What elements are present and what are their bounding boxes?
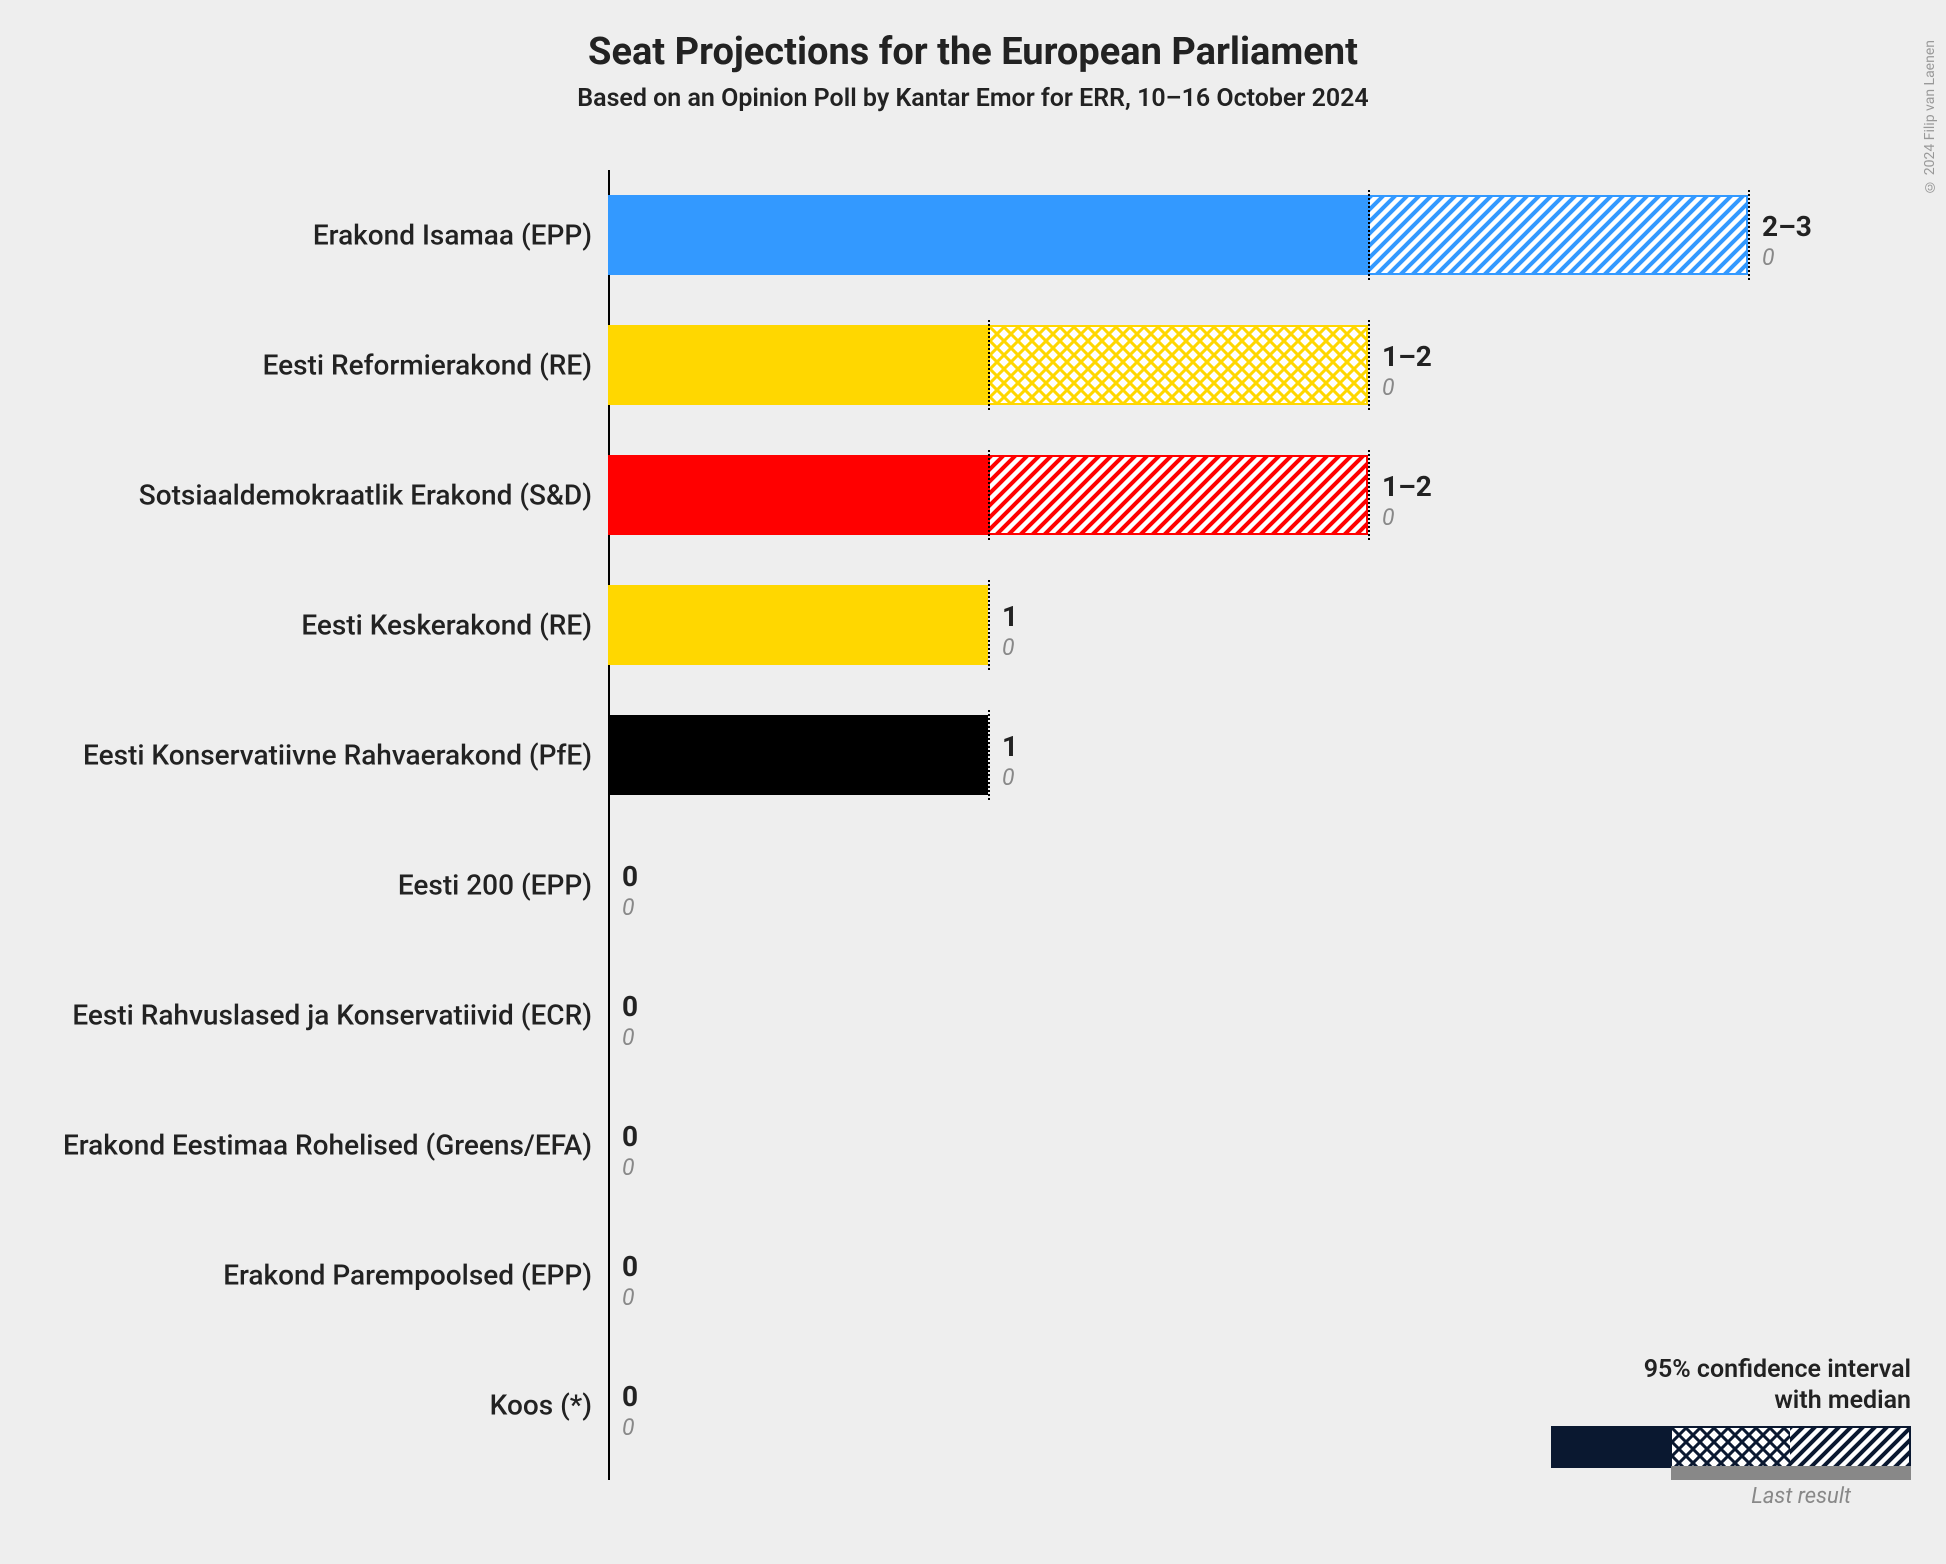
legend-last-bar xyxy=(1671,1466,1911,1480)
bar-low xyxy=(608,715,988,795)
value-label: 0 xyxy=(622,1120,638,1153)
tick-low xyxy=(988,450,990,540)
value-label: 0 xyxy=(622,1250,638,1283)
value-label: 1 xyxy=(1002,730,1018,763)
party-row: Sotsiaaldemokraatlik Erakond (S&D)1–20 xyxy=(608,430,1808,560)
bar-low xyxy=(608,455,988,535)
tick-low xyxy=(988,320,990,410)
last-result-label: 0 xyxy=(1382,374,1395,401)
chart-subtitle: Based on an Opinion Poll by Kantar Emor … xyxy=(0,84,1946,113)
party-row: Eesti 200 (EPP)00 xyxy=(608,820,1808,950)
value-label: 0 xyxy=(622,1380,638,1413)
party-row: Eesti Rahvuslased ja Konservatiivid (ECR… xyxy=(608,950,1808,1080)
chart-area: Erakond Isamaa (EPP)2–30Eesti Reformiera… xyxy=(608,170,1808,1480)
party-label: Eesti Keskerakond (RE) xyxy=(301,609,592,642)
value-label: 1 xyxy=(1002,600,1018,633)
value-label: 2–3 xyxy=(1762,210,1812,243)
copyright: © 2024 Filip van Laenen xyxy=(1922,40,1938,195)
last-result-label: 0 xyxy=(1002,764,1015,791)
bar-high xyxy=(988,455,1368,535)
legend-seg-solid xyxy=(1553,1428,1672,1466)
legend-text: 95% confidence interval with median xyxy=(1541,1354,1911,1417)
last-result-label: 0 xyxy=(1762,244,1775,271)
party-label: Eesti Konservatiivne Rahvaerakond (PfE) xyxy=(83,739,592,772)
tick-high xyxy=(1368,320,1370,410)
legend-seg-hatch xyxy=(1790,1428,1909,1466)
tick-high xyxy=(1748,190,1750,280)
party-row: Erakond Eestimaa Rohelised (Greens/EFA)0… xyxy=(608,1080,1808,1210)
party-label: Eesti Reformierakond (RE) xyxy=(263,349,592,382)
legend-last-label: Last result xyxy=(1541,1484,1911,1509)
bar-high xyxy=(1368,195,1748,275)
last-result-label: 0 xyxy=(622,1154,635,1181)
last-result-label: 0 xyxy=(622,1284,635,1311)
last-result-label: 0 xyxy=(622,1024,635,1051)
party-row: Eesti Konservatiivne Rahvaerakond (PfE)1… xyxy=(608,690,1808,820)
bar-high xyxy=(988,325,1368,405)
tick-high xyxy=(988,580,990,670)
chart-title: Seat Projections for the European Parlia… xyxy=(0,30,1946,74)
tick-high xyxy=(988,710,990,800)
tick-high xyxy=(1368,450,1370,540)
last-result-label: 0 xyxy=(1002,634,1015,661)
bar-low xyxy=(608,585,988,665)
party-row: Erakond Isamaa (EPP)2–30 xyxy=(608,170,1808,300)
party-row: Eesti Reformierakond (RE)1–20 xyxy=(608,300,1808,430)
last-result-label: 0 xyxy=(1382,504,1395,531)
bar-low xyxy=(608,195,1368,275)
party-row: Eesti Keskerakond (RE)10 xyxy=(608,560,1808,690)
party-label: Eesti Rahvuslased ja Konservatiivid (ECR… xyxy=(72,999,592,1032)
party-label: Erakond Isamaa (EPP) xyxy=(313,219,592,252)
party-label: Eesti 200 (EPP) xyxy=(398,869,592,902)
last-result-label: 0 xyxy=(622,894,635,921)
last-result-label: 0 xyxy=(622,1414,635,1441)
legend: 95% confidence interval with median Last… xyxy=(1541,1354,1911,1510)
value-label: 0 xyxy=(622,990,638,1023)
legend-seg-cross xyxy=(1672,1428,1791,1466)
party-label: Erakond Parempoolsed (EPP) xyxy=(223,1259,592,1292)
legend-bar xyxy=(1551,1426,1911,1468)
value-label: 1–2 xyxy=(1382,340,1432,373)
value-label: 1–2 xyxy=(1382,470,1432,503)
value-label: 0 xyxy=(622,860,638,893)
party-label: Koos (*) xyxy=(490,1389,592,1422)
bar-low xyxy=(608,325,988,405)
party-label: Erakond Eestimaa Rohelised (Greens/EFA) xyxy=(63,1129,592,1162)
tick-low xyxy=(1368,190,1370,280)
party-label: Sotsiaaldemokraatlik Erakond (S&D) xyxy=(139,479,592,512)
party-row: Erakond Parempoolsed (EPP)00 xyxy=(608,1210,1808,1340)
